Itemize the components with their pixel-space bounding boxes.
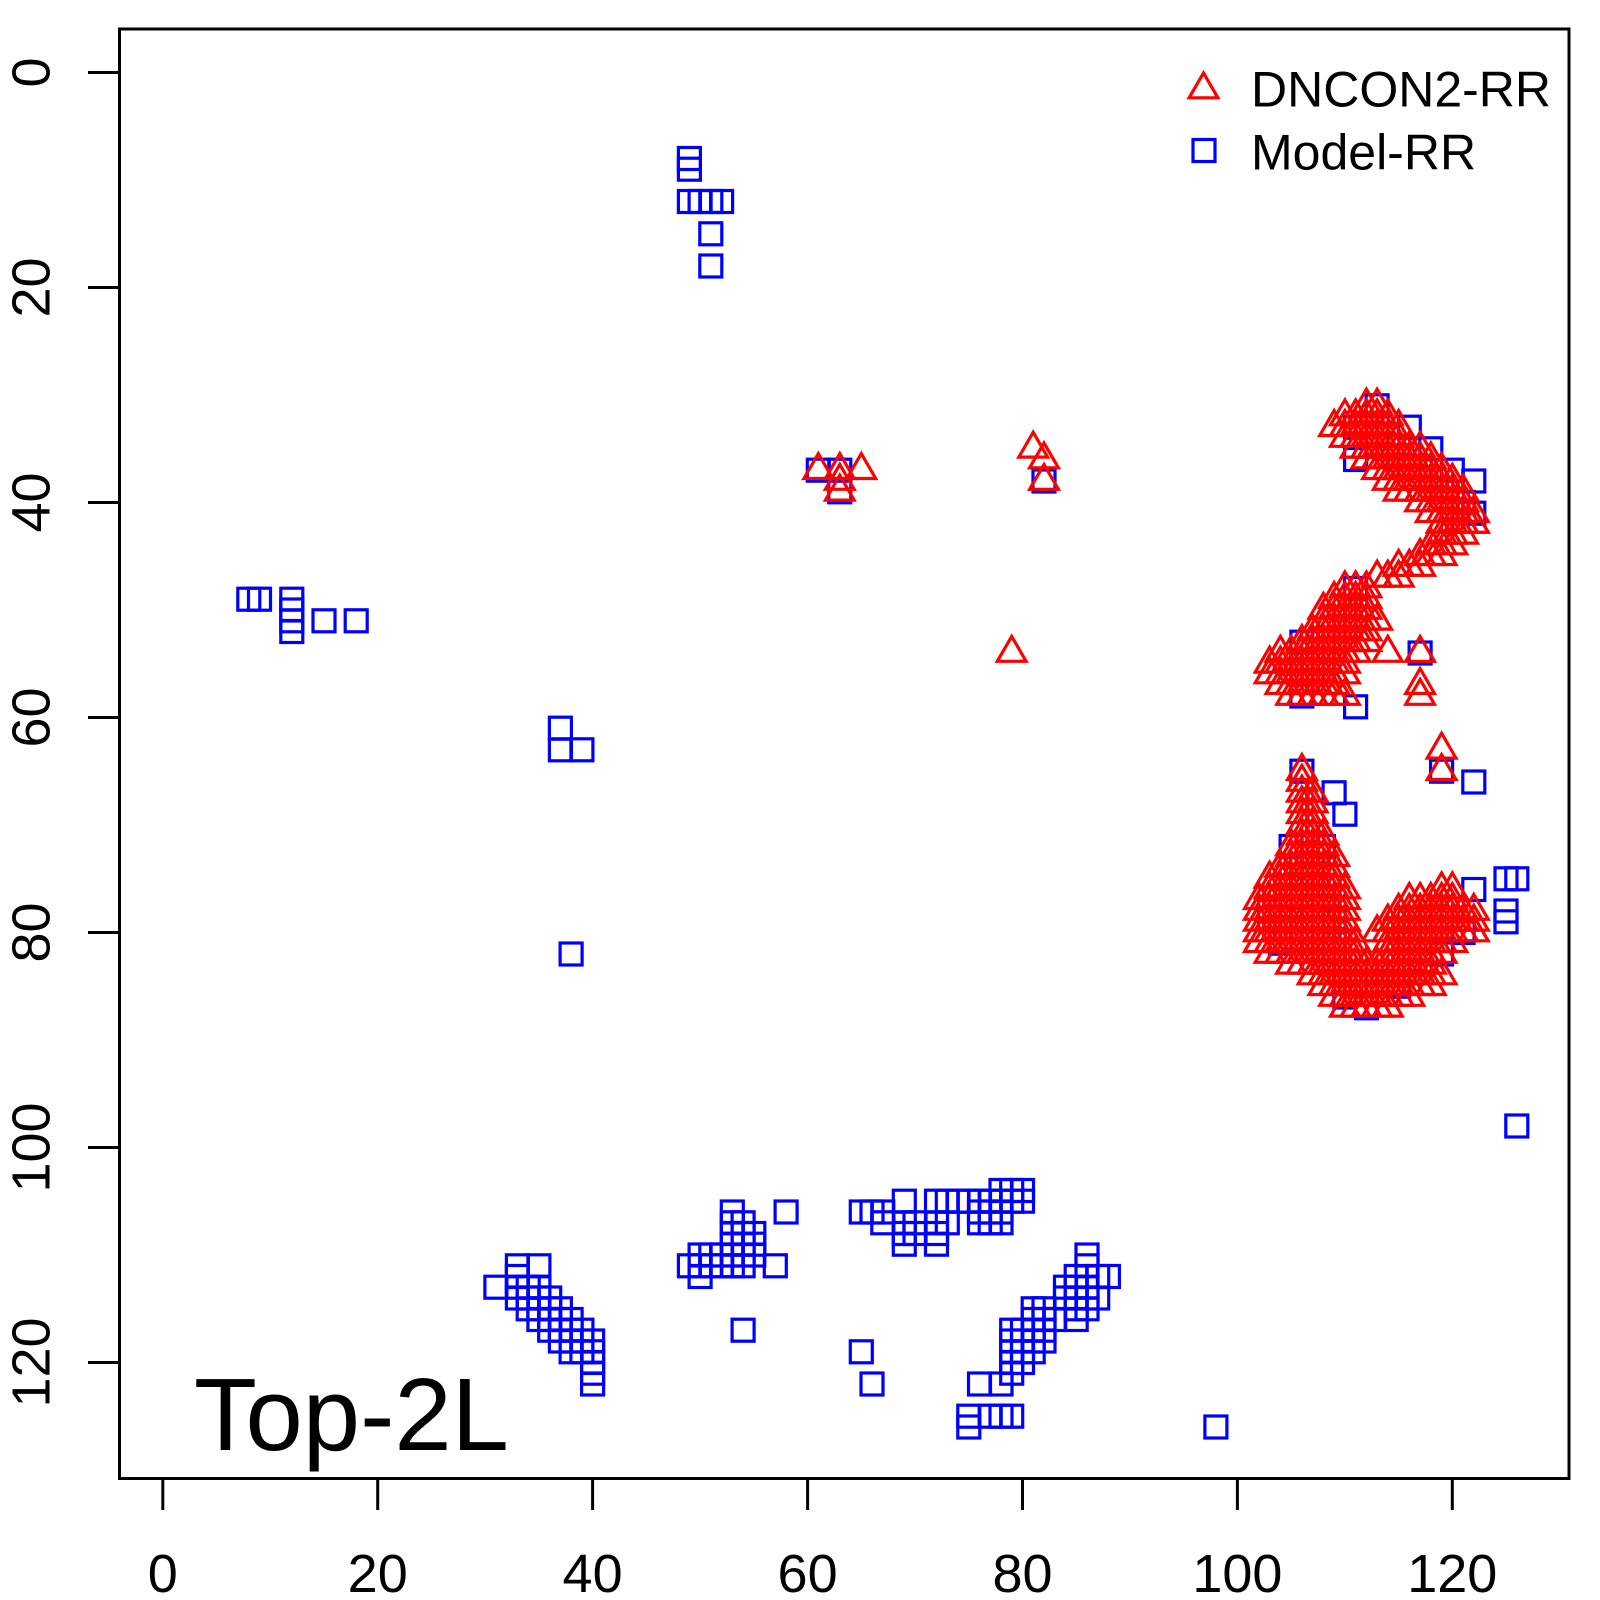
svg-text:Model-RR: Model-RR	[1251, 125, 1476, 181]
svg-text:Top-2L: Top-2L	[194, 1357, 509, 1472]
svg-text:60: 60	[778, 1544, 838, 1600]
svg-text:100: 100	[1192, 1544, 1282, 1600]
svg-text:40: 40	[563, 1544, 623, 1600]
svg-text:60: 60	[2, 687, 62, 747]
svg-text:20: 20	[2, 257, 62, 317]
svg-text:80: 80	[992, 1544, 1052, 1600]
svg-text:0: 0	[148, 1544, 178, 1600]
svg-text:0: 0	[2, 57, 62, 87]
svg-text:120: 120	[2, 1317, 62, 1407]
svg-text:80: 80	[2, 902, 62, 962]
svg-text:120: 120	[1407, 1544, 1497, 1600]
svg-text:DNCON2-RR: DNCON2-RR	[1251, 62, 1551, 118]
svg-text:40: 40	[2, 472, 62, 532]
svg-text:100: 100	[2, 1102, 62, 1192]
svg-text:20: 20	[348, 1544, 408, 1600]
